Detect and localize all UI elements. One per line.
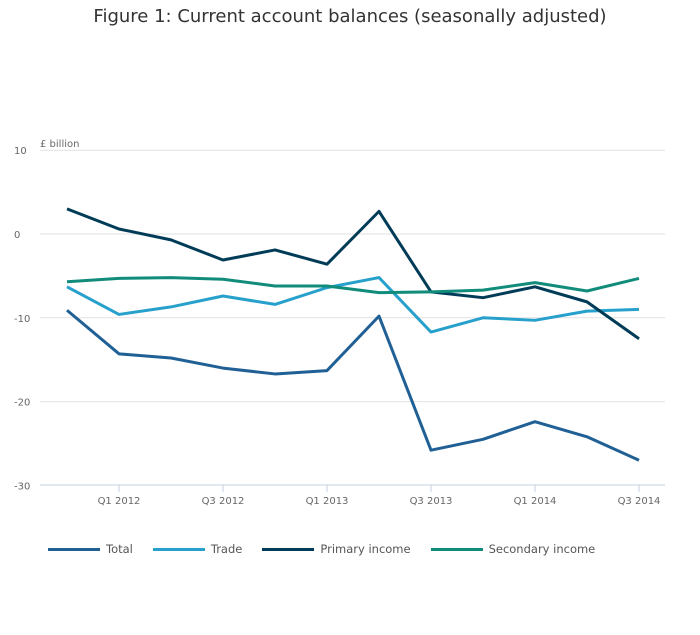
series-line-trade [66,276,640,334]
legend-swatch [262,547,315,551]
series-line-total [66,309,640,462]
chart-title: Figure 1: Current account balances (seas… [93,6,607,27]
x-tick-label: Q3 2012 [202,496,245,507]
legend-swatch [48,547,100,551]
y-tick-label: 10 [14,146,27,157]
legend-swatch [430,547,483,551]
series-line-primary-income [66,207,640,340]
legend-item: Secondary income [430,542,596,556]
y-tick-label: 0 [14,230,20,241]
x-tick-label: Q1 2013 [306,496,349,507]
series-line-secondary-income [66,276,640,295]
legend-label: Primary income [320,542,411,556]
legend-item: Total [48,542,133,556]
legend-label: Total [106,542,133,556]
x-tick-label: Q3 2014 [618,496,661,507]
legend-item: Trade [152,542,243,556]
x-tick-label: Q1 2012 [98,496,141,507]
y-axis-label: £ billion [40,139,79,150]
legend: Total Trade Primary income Secondary income [48,542,615,556]
x-tick-label: Q1 2014 [514,496,557,507]
y-tick-label: -30 [14,481,30,492]
x-tick-label: Q3 2013 [410,496,453,507]
legend-swatch [152,547,205,551]
y-tick-label: -20 [14,398,30,409]
legend-label: Secondary income [488,542,596,556]
legend-label: Trade [210,542,243,556]
legend-item: Primary income [262,542,411,556]
y-tick-label: -10 [14,314,30,325]
